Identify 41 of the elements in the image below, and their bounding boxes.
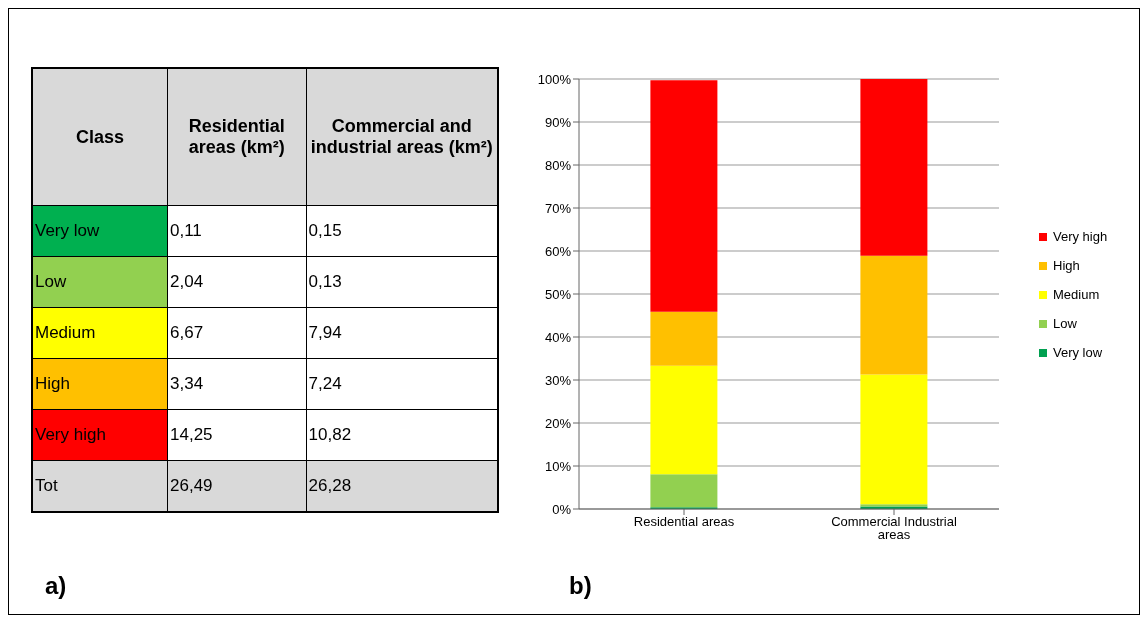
y-tick-label: 40%	[544, 329, 572, 345]
text: Class	[32, 68, 168, 206]
y-tick-label: 50%	[544, 286, 572, 302]
category-label: Low	[32, 256, 168, 308]
data-label: 6,67	[167, 307, 307, 359]
text: a)	[45, 572, 67, 600]
y-tick-label: 10%	[544, 458, 572, 474]
category-label: Medium	[32, 307, 168, 359]
y-tick-label: 100%	[537, 71, 572, 87]
y-tick-label: 70%	[544, 200, 572, 216]
category-label: Very high	[32, 409, 168, 461]
y-tick-label: 80%	[544, 157, 572, 173]
text: Residential areas (km²)	[167, 68, 307, 206]
category-label: High	[32, 358, 168, 410]
data-label: 7,24	[306, 358, 498, 410]
y-tick-label: 20%	[544, 415, 572, 431]
y-tick-label: 90%	[544, 114, 572, 130]
x-tick-label: Residential areas	[633, 514, 735, 530]
data-label: 10,82	[306, 409, 498, 461]
legend-label: Low	[1053, 316, 1077, 331]
x-tick-label: Commercial Industrial areas	[831, 514, 957, 543]
y-tick-label: 0%	[552, 501, 572, 517]
text: b)	[569, 572, 592, 600]
data-label: 0,13	[306, 256, 498, 308]
data-label: 7,94	[306, 307, 498, 359]
y-tick-label: 30%	[544, 372, 572, 388]
legend-label: Very low	[1053, 345, 1103, 360]
text: Tot	[32, 460, 168, 512]
category-label: Very low	[32, 205, 168, 257]
data-label: 3,34	[167, 358, 307, 410]
y-tick-label: 60%	[544, 243, 572, 259]
data-label: 14,25	[167, 409, 307, 461]
data-label: 2,04	[167, 256, 307, 308]
data-label: 0,11	[167, 205, 307, 257]
legend-label: Very high	[1053, 229, 1108, 244]
text: 26,49	[170, 476, 213, 495]
text: Commercial and industrial areas (km²)	[306, 68, 498, 206]
data-label: 0,15	[306, 205, 498, 257]
legend-label: High	[1053, 258, 1080, 273]
text: 26,28	[308, 476, 352, 495]
legend-label: Medium	[1053, 287, 1100, 302]
